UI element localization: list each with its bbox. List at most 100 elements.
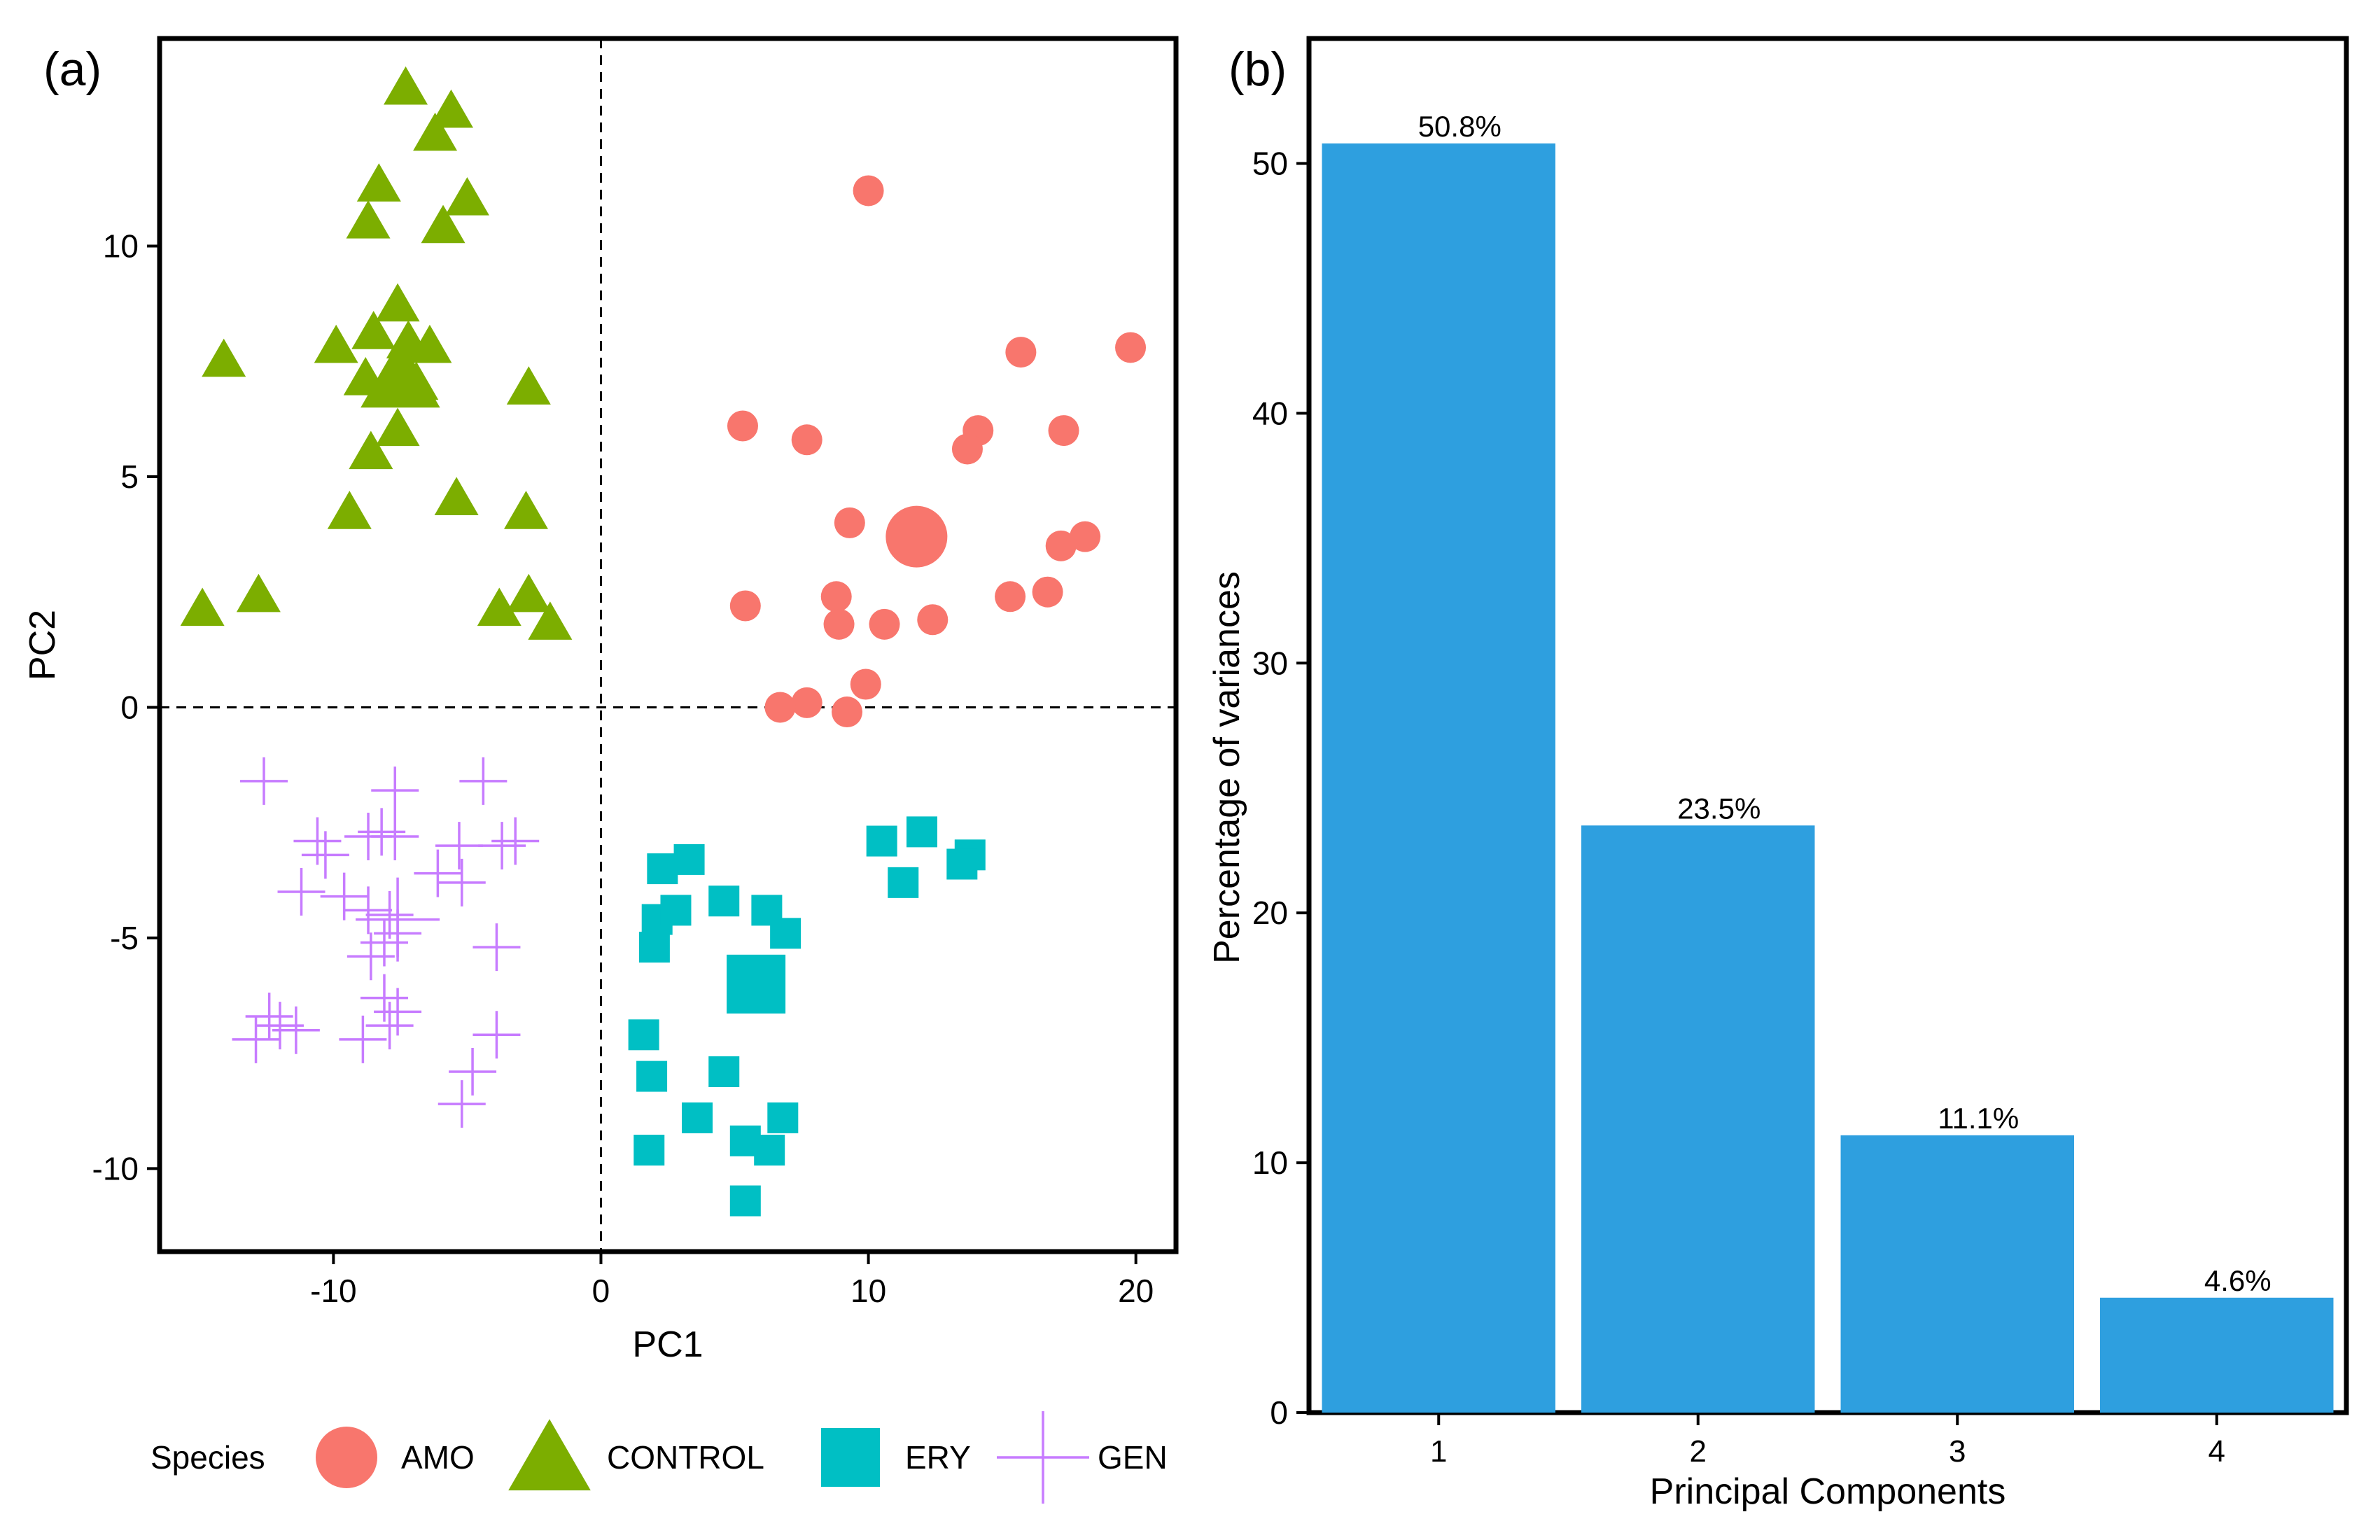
gen-point-19 — [360, 918, 408, 967]
ery-point-23 — [634, 1135, 665, 1166]
series-gen — [232, 757, 540, 1128]
legend-label-gen: GEN — [1098, 1439, 1168, 1476]
series-amo — [727, 175, 1147, 728]
gen-point-26 — [374, 988, 422, 1036]
scatter-y-axis-label: PC2 — [22, 610, 63, 680]
legend-label-ery: ERY — [905, 1439, 971, 1476]
amo-point-18 — [917, 604, 948, 636]
amo-centroid — [886, 505, 948, 568]
ery-point-13 — [638, 932, 670, 963]
amo-point-16 — [823, 608, 855, 640]
x-tick-label: 1 — [1430, 1434, 1447, 1469]
y-tick-label: -5 — [110, 920, 139, 956]
gen-point-10 — [491, 817, 540, 865]
series-control — [180, 66, 573, 640]
amo-point-17 — [869, 608, 900, 640]
bar-plot-frame — [1306, 36, 2349, 1415]
gen-point-22 — [360, 974, 408, 1022]
gen-point-11 — [478, 822, 526, 870]
scatter-x-ticks: -10 0 10 20 — [310, 1252, 1154, 1309]
x-tick-label: 2 — [1690, 1434, 1707, 1469]
bar-pc4 — [2100, 1297, 2334, 1413]
control-point-13 — [407, 324, 452, 363]
y-tick-label: -10 — [92, 1150, 139, 1186]
amo-point-1 — [853, 175, 884, 206]
control-point-27 — [528, 601, 573, 640]
bar-y-axis-label: Percentage of variances — [1207, 571, 1247, 964]
bar-y-ticks: 0 10 20 30 40 50 — [1252, 145, 1309, 1431]
ery-centroid — [727, 954, 786, 1014]
x-tick-label: 4 — [2208, 1434, 2225, 1469]
gen-point-12 — [277, 868, 326, 916]
gen-point-30 — [472, 1011, 521, 1059]
bar-pc1 — [1322, 143, 1555, 1413]
scatter-plot-area — [160, 38, 1176, 1252]
gen-point-28 — [232, 1015, 280, 1063]
panel-b-label: (b) — [1228, 43, 1287, 96]
legend-key-ery — [821, 1428, 880, 1487]
amo-point-10 — [1045, 530, 1077, 561]
control-point-24 — [236, 573, 281, 612]
y-tick-label: 0 — [1270, 1394, 1288, 1431]
control-centroid — [360, 339, 440, 408]
bar-value-label-pc1: 50.8% — [1418, 110, 1502, 143]
amo-point-3 — [1005, 337, 1037, 368]
gen-point-14 — [438, 858, 486, 906]
amo-point-11 — [1070, 521, 1101, 552]
amo-point-8 — [951, 433, 983, 465]
bar-pc3 — [1840, 1135, 2074, 1413]
y-tick-label: 10 — [1252, 1144, 1288, 1181]
ery-point-20 — [767, 1102, 799, 1133]
y-tick-label: 40 — [1252, 395, 1288, 431]
gen-point-5 — [301, 831, 349, 879]
gen-point-3 — [459, 757, 507, 805]
gen-point-32 — [438, 1080, 486, 1128]
gen-point-1 — [240, 757, 288, 805]
scatter-y-ticks: -10 -5 0 5 10 — [92, 228, 160, 1186]
legend-title: Species — [150, 1439, 265, 1476]
gen-point-8 — [371, 812, 419, 860]
amo-point-14 — [1032, 576, 1063, 608]
amo-point-2 — [1115, 332, 1147, 363]
y-tick-label: 50 — [1252, 145, 1288, 181]
y-tick-label: 0 — [120, 689, 139, 725]
control-point-26 — [506, 573, 551, 612]
ery-point-16 — [628, 1019, 659, 1051]
gen-point-13 — [414, 849, 462, 897]
control-point-23 — [180, 587, 225, 626]
gen-point-7 — [358, 808, 406, 856]
amo-point-4 — [727, 410, 758, 442]
bar-plot-area: 50.8% 23.5% 11.1% 4.6% — [1322, 110, 2334, 1413]
control-point-17 — [506, 366, 551, 405]
control-point-11 — [351, 311, 396, 349]
bar-pc2 — [1581, 825, 1815, 1413]
control-point-6 — [346, 200, 391, 239]
legend-key-amo — [316, 1427, 377, 1488]
ery-point-3 — [888, 867, 919, 898]
gen-point-27 — [365, 1002, 414, 1050]
x-tick-label: 10 — [850, 1273, 886, 1309]
gen-centroid — [356, 877, 440, 962]
ery-point-17 — [636, 1060, 668, 1092]
gen-point-25 — [272, 1006, 320, 1054]
legend-key-gen — [997, 1411, 1089, 1504]
bar-value-label-pc4: 4.6% — [2204, 1264, 2272, 1297]
scatter-x-axis-label: PC1 — [632, 1324, 703, 1365]
bar-value-label-pc2: 23.5% — [1677, 792, 1760, 825]
amo-point-5 — [791, 424, 822, 456]
control-point-3 — [413, 112, 458, 151]
ery-point-22 — [754, 1135, 785, 1166]
ery-point-19 — [682, 1102, 713, 1133]
ery-point-5 — [946, 848, 978, 880]
ery-point-7 — [673, 844, 705, 875]
ery-point-8 — [708, 886, 740, 917]
x-tick-label: 3 — [1949, 1434, 1966, 1469]
gen-point-4 — [293, 817, 342, 865]
ery-point-12 — [770, 918, 802, 949]
control-point-4 — [356, 163, 401, 202]
amo-point-12 — [820, 581, 852, 612]
amo-point-13 — [995, 581, 1026, 612]
amo-point-9 — [834, 507, 865, 538]
control-point-8 — [375, 283, 420, 322]
